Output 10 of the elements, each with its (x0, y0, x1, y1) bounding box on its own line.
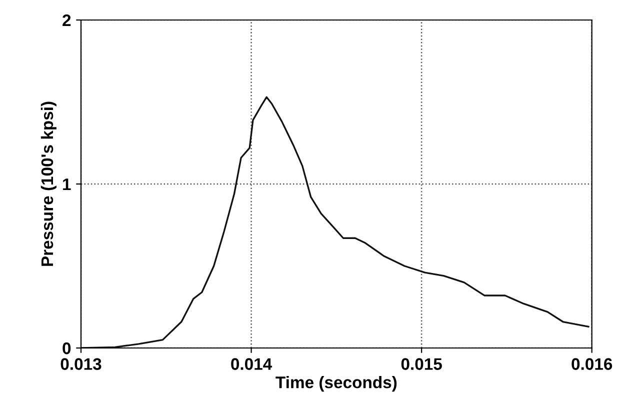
x-axis-title: Time (seconds) (276, 376, 397, 392)
line-series (80, 96, 590, 348)
y-tick-label: 2 (62, 14, 71, 26)
x-tick-label: 0.015 (401, 358, 442, 370)
x-tick-label: 0.014 (231, 358, 272, 370)
x-tick-label: 0.013 (60, 358, 102, 370)
y-tick-label: 0 (62, 342, 71, 354)
x-tick-label: 0.016 (572, 358, 612, 370)
y-tick-label: 1 (63, 178, 71, 190)
y-axis-title: Pressure (100's kpsi) (40, 102, 56, 266)
